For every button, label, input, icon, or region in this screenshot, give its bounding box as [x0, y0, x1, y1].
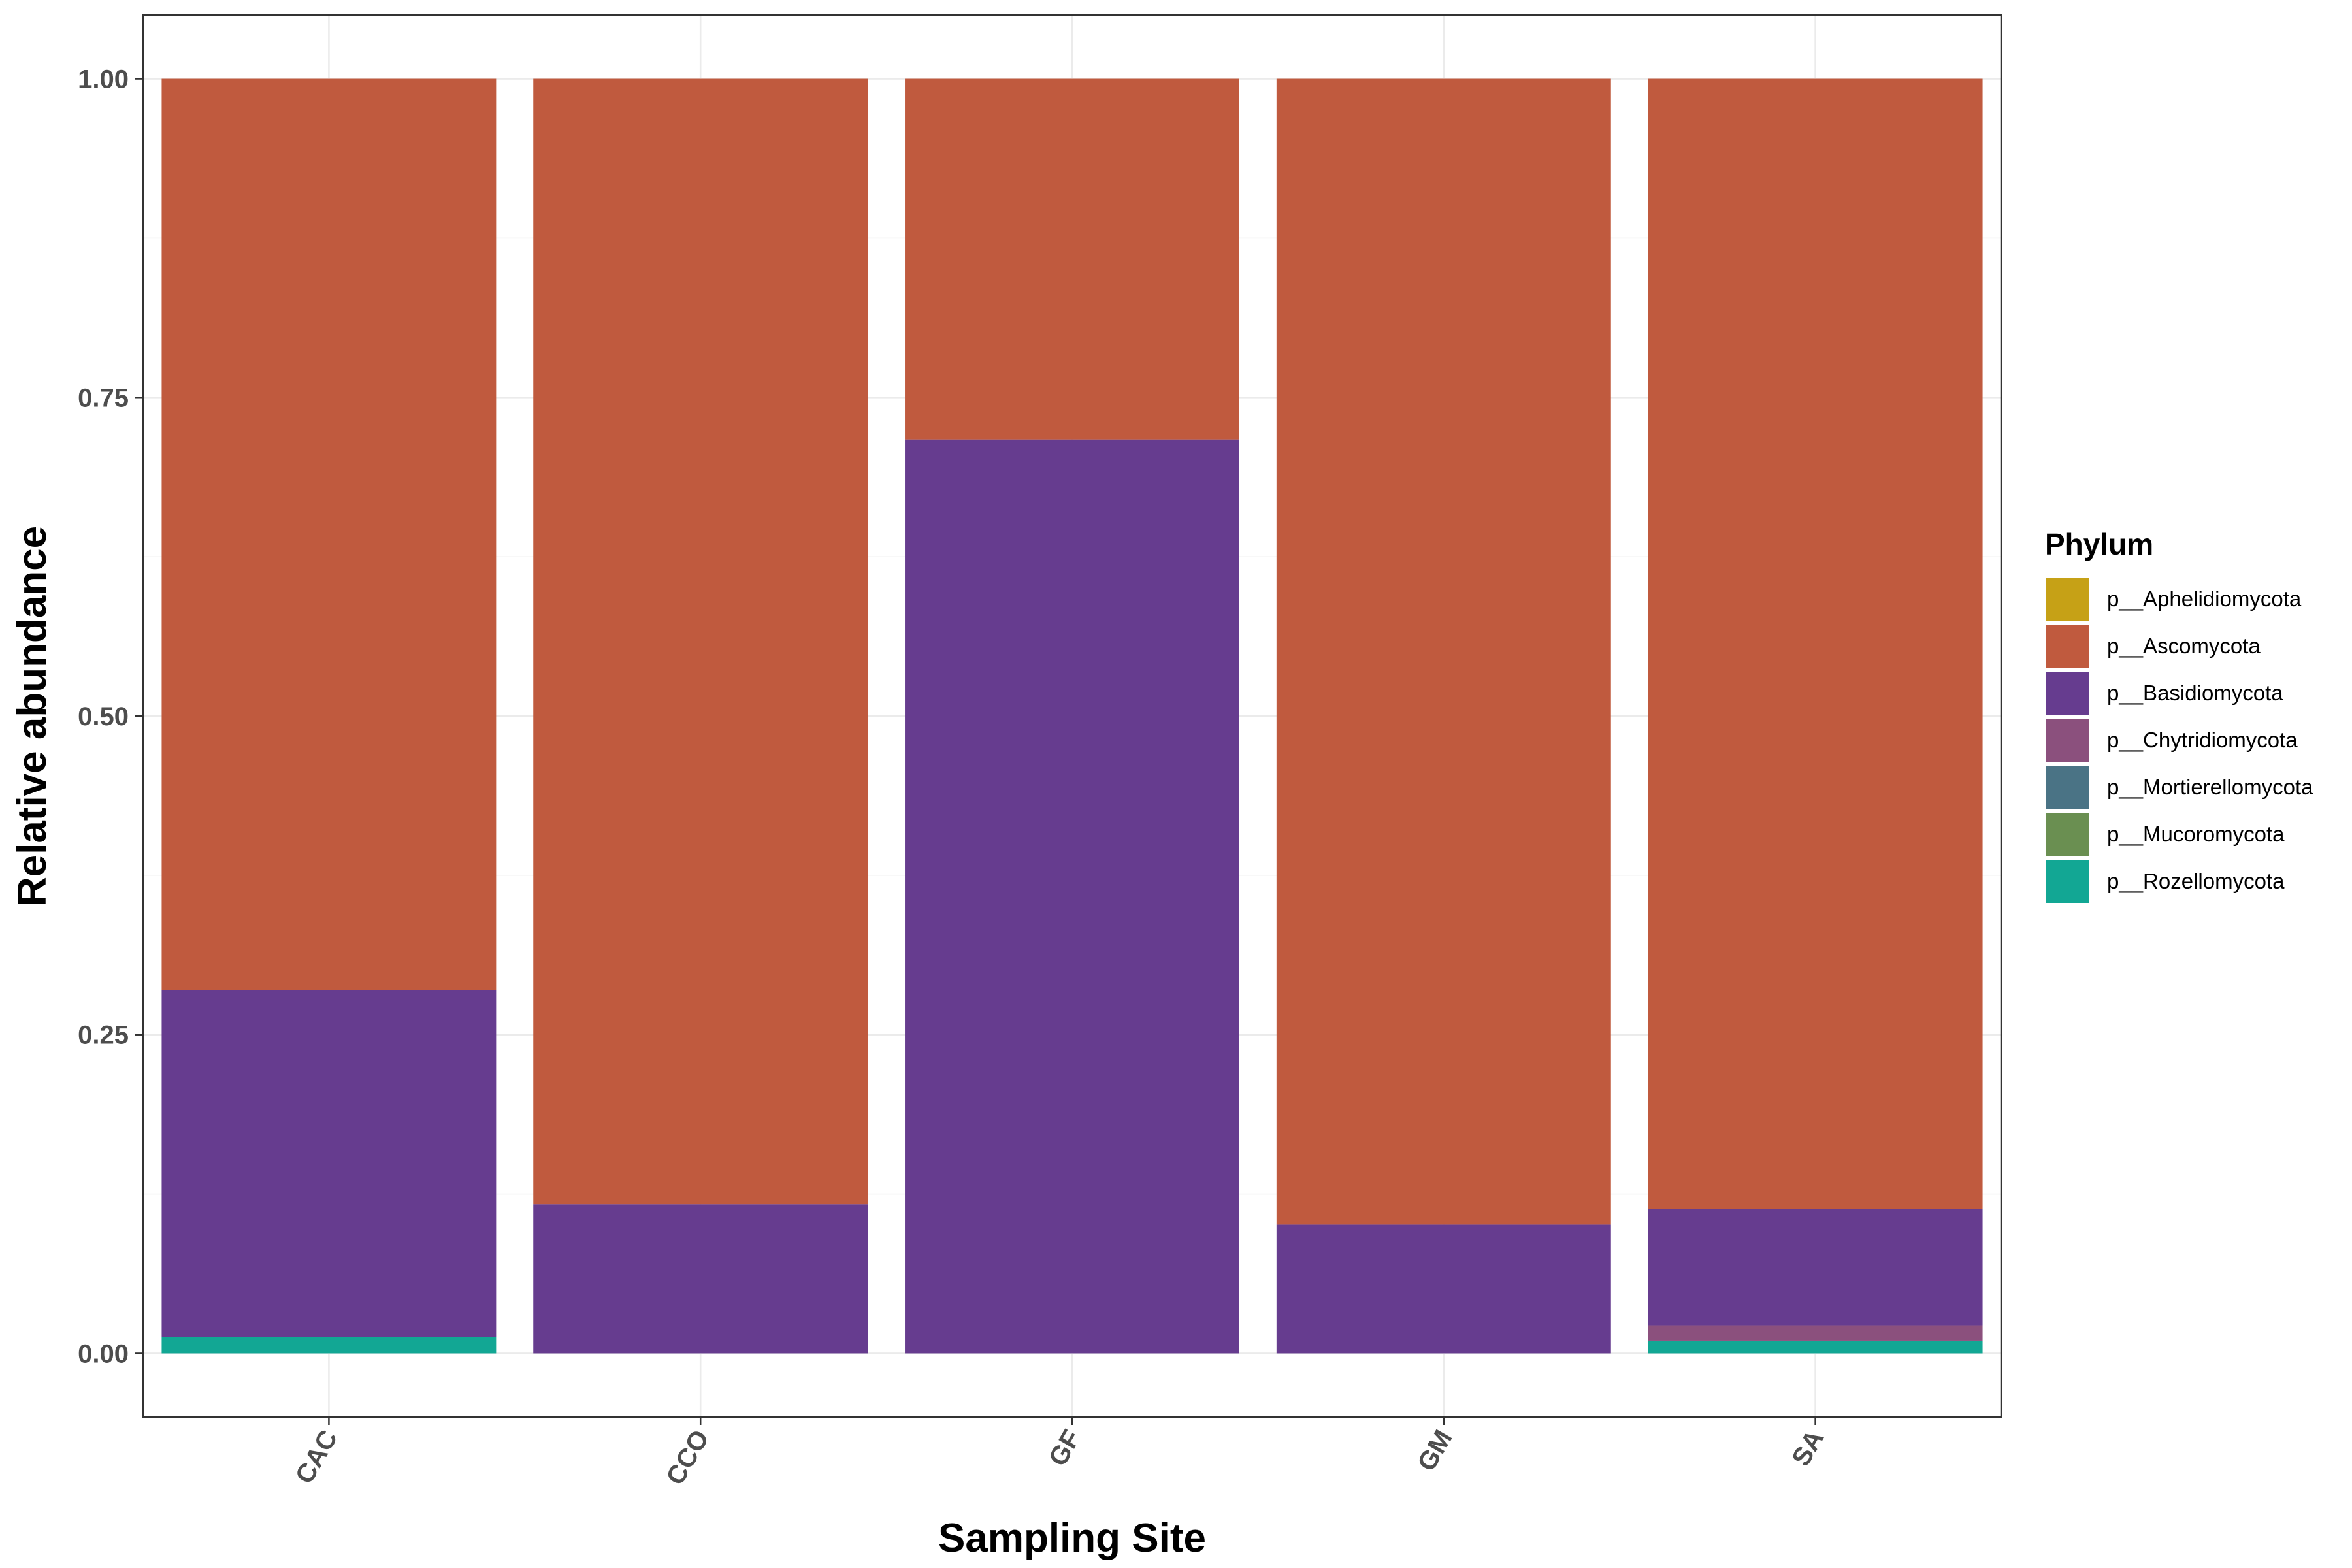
- legend-key: [2044, 670, 2090, 716]
- legend-label: p__Mucoromycota: [2107, 822, 2285, 846]
- bar-segment: [905, 78, 1239, 440]
- legend-label: p__Aphelidiomycota: [2107, 587, 2302, 611]
- y-tick-label: 0.00: [78, 1339, 129, 1368]
- bar-segment: [161, 990, 497, 1337]
- bar-segment: [1276, 1224, 1611, 1354]
- legend-key: [2044, 717, 2090, 763]
- x-axis-title: Sampling Site: [938, 1516, 1206, 1561]
- legend-label: p__Mortierellomycota: [2107, 775, 2313, 799]
- legend-key: [2044, 764, 2090, 810]
- bar-segment: [1648, 1325, 1983, 1341]
- x-tick-label: SA: [1787, 1426, 1830, 1471]
- legend-key: [2044, 623, 2090, 669]
- legend-title: Phylum: [2045, 527, 2153, 561]
- bar-segment: [1276, 78, 1611, 1225]
- bars: [161, 78, 1983, 1354]
- bar-segment: [533, 78, 868, 1205]
- legend: Phylum p__Aphelidiomycota p__Ascomycota p_…: [2044, 527, 2313, 904]
- bar-segment: [905, 439, 1239, 1354]
- bar-segment: [1648, 1209, 1983, 1326]
- y-axis: 0.00 0.25 0.50 0.75 1.00: [78, 65, 143, 1368]
- bar-segment: [161, 1337, 497, 1354]
- legend-label: p__Basidiomycota: [2107, 681, 2283, 705]
- x-tick-label: GF: [1043, 1426, 1086, 1471]
- legend-label: p__Chytridiomycota: [2107, 728, 2298, 752]
- legend-key: [2044, 858, 2090, 904]
- bar-segment: [161, 78, 497, 990]
- legend-key: [2044, 811, 2090, 857]
- y-tick-label: 0.25: [78, 1021, 129, 1050]
- x-tick-label: CCO: [661, 1426, 715, 1490]
- x-axis: CAC CCO GF GM SA: [290, 1417, 1830, 1490]
- bar-segment: [1648, 1340, 1983, 1354]
- x-tick-label: GM: [1412, 1426, 1458, 1477]
- y-axis-title: Relative abundance: [10, 526, 55, 906]
- y-tick-label: 0.75: [78, 384, 129, 412]
- legend-label: p__Ascomycota: [2107, 634, 2261, 658]
- x-tick-label: CAC: [290, 1426, 343, 1489]
- legend-key: [2044, 576, 2090, 622]
- bar-segment: [533, 1204, 868, 1354]
- y-tick-label: 0.50: [78, 702, 129, 731]
- y-tick-label: 1.00: [78, 65, 129, 94]
- bar-segment: [1648, 78, 1983, 1210]
- legend-label: p__Rozellomycota: [2107, 869, 2285, 893]
